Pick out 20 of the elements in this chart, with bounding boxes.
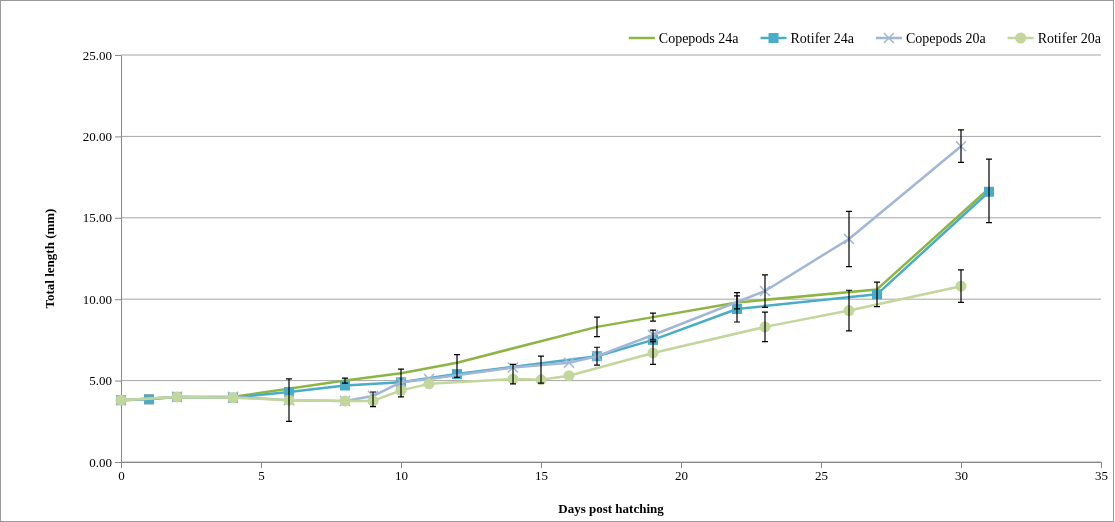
x-tick-label: 15 [535,468,548,484]
y-tick-label: 25.00 [82,47,112,63]
y-tick-label: 10.00 [82,291,112,307]
y-axis-title: Total length (mm) [42,208,57,309]
legend-label: Copepods 24a [658,31,740,46]
y-tick-label: 0.00 [89,454,112,470]
y-tick-label: 20.00 [82,129,112,145]
y-tick-label: 15.00 [82,210,112,226]
x-tick-label: 0 [118,468,125,484]
legend-label: Rotifer 24a [790,31,855,46]
y-tick-label: 5.00 [89,373,112,389]
legend-label: Rotifer 20a [1037,31,1102,46]
x-tick-label: 5 [258,468,265,484]
x-axis-title: Days post hatching [558,501,665,516]
x-tick-label: 10 [395,468,408,484]
legend-label: Copepods 20a [905,31,987,46]
x-tick-label: 35 [1095,468,1108,484]
x-tick-label: 30 [955,468,968,484]
x-tick-label: 25 [815,468,828,484]
x-tick-label: 20 [675,468,688,484]
